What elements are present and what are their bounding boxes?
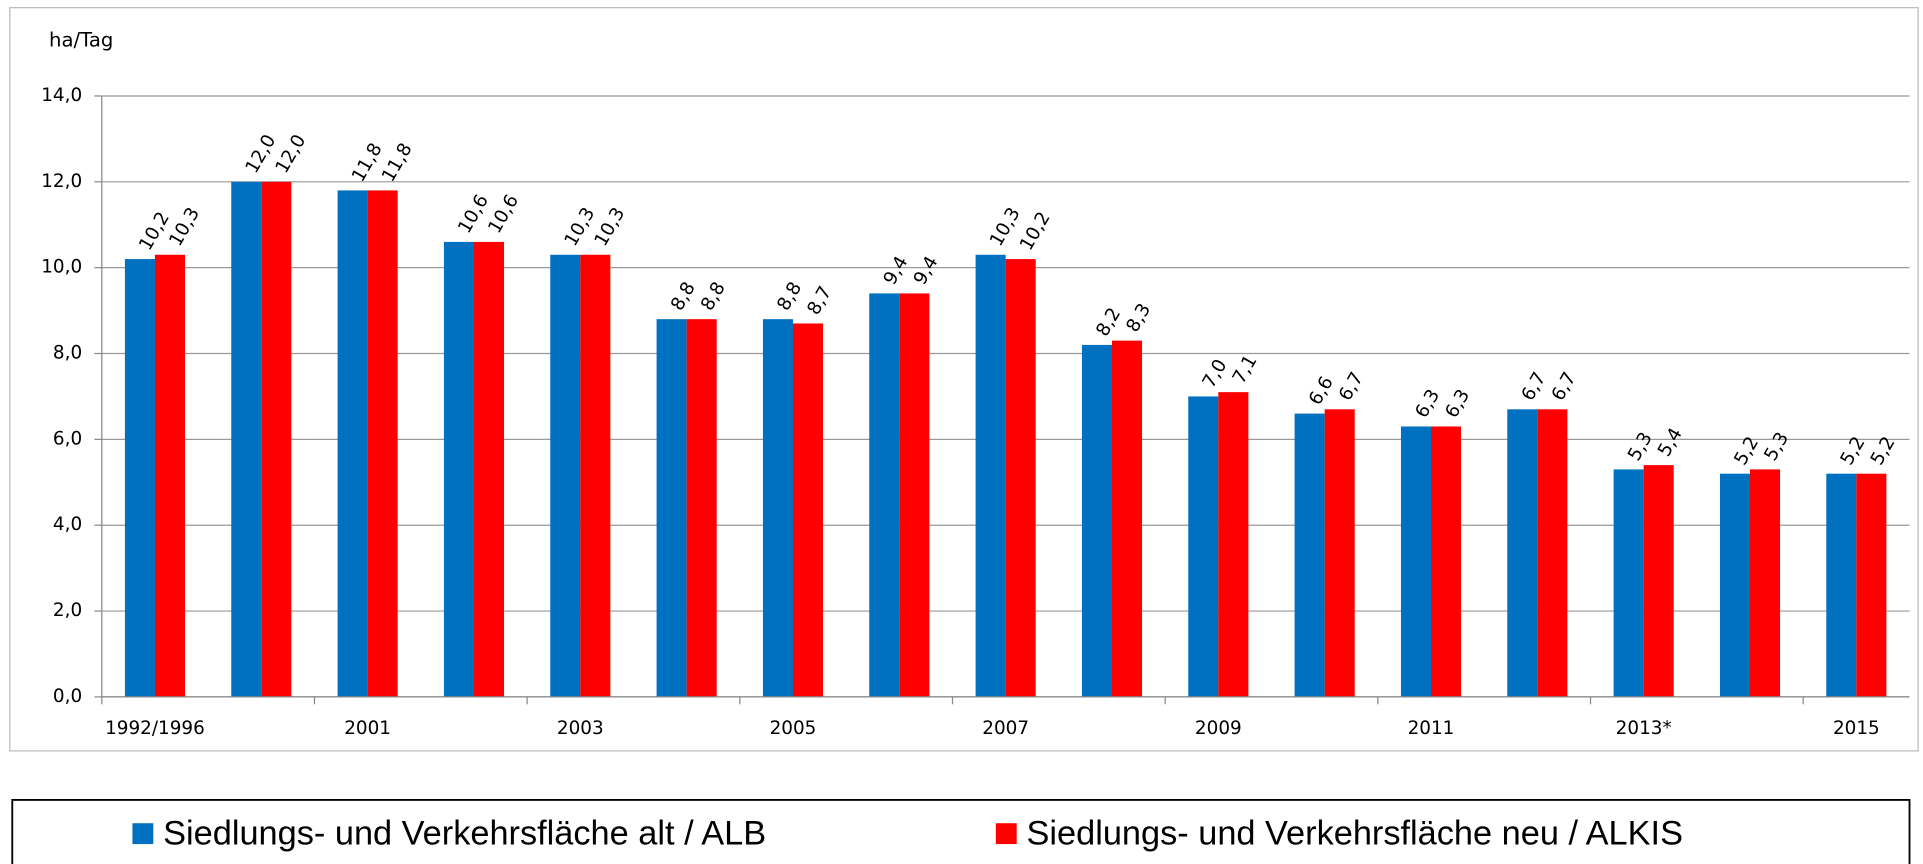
bar (1613, 469, 1644, 697)
bar (1826, 473, 1857, 697)
legend-swatch (995, 823, 1017, 845)
bar (1005, 259, 1036, 697)
data-label: 10,6 (484, 191, 523, 237)
data-label: 8,8 (667, 279, 700, 315)
x-tick-label: 2013* (1616, 718, 1672, 739)
bar (792, 323, 824, 697)
data-label: 8,8 (697, 279, 730, 315)
bar (656, 319, 687, 697)
data-label: 6,6 (1305, 373, 1338, 409)
bar (550, 254, 581, 697)
data-label: 11,8 (348, 140, 387, 186)
bar (975, 254, 1006, 697)
data-label: 10,3 (561, 204, 600, 250)
data-label: 7,0 (1199, 356, 1232, 392)
bar (762, 319, 793, 697)
y-axis-label: ha/Tag (49, 28, 113, 51)
bar (154, 254, 186, 697)
x-tick-label: 2009 (1195, 718, 1242, 739)
y-tick-label: 10,0 (41, 257, 82, 278)
data-label: 7,1 (1229, 352, 1262, 388)
x-tick-label: 1992/1996 (105, 718, 205, 739)
bar (1430, 426, 1462, 697)
y-tick-label: 12,0 (41, 171, 82, 192)
bar (1750, 469, 1781, 697)
data-label: 8,2 (1092, 304, 1125, 340)
bar (686, 319, 717, 697)
y-tick-label: 8,0 (53, 343, 82, 364)
bar (473, 241, 505, 697)
bar (1856, 473, 1887, 697)
bar (367, 190, 398, 697)
bar (1643, 465, 1674, 697)
bar (869, 293, 900, 697)
y-tick-label: 0,0 (53, 686, 82, 707)
bar (1081, 344, 1112, 697)
data-label: 12,0 (242, 131, 281, 177)
data-label: 5,3 (1760, 429, 1793, 465)
data-label: 9,4 (880, 253, 913, 289)
y-tick-label: 14,0 (41, 85, 82, 106)
data-label: 6,7 (1518, 369, 1551, 405)
data-label: 10,3 (165, 204, 204, 250)
data-label: 9,4 (910, 253, 943, 289)
bar (337, 190, 368, 697)
data-label: 10,6 (454, 191, 493, 237)
bar (1719, 473, 1751, 697)
x-tick-label: 2007 (982, 718, 1029, 739)
bar (231, 181, 262, 697)
data-label: 6,3 (1411, 386, 1444, 422)
bar (580, 254, 611, 697)
bar (1400, 426, 1431, 697)
legend-label: Siedlungs- und Verkehrsfläche neu / ALKI… (1026, 815, 1682, 853)
bar (1111, 340, 1143, 697)
bar (261, 181, 292, 697)
data-label: 11,8 (378, 140, 417, 186)
data-label: 8,3 (1122, 300, 1155, 336)
data-label: 10,3 (591, 204, 630, 250)
legend-box (11, 799, 1911, 864)
y-tick-label: 2,0 (53, 600, 82, 621)
data-label: 12,0 (272, 131, 311, 177)
data-label: 8,7 (803, 283, 836, 319)
data-label: 5,4 (1654, 424, 1687, 460)
data-label: 6,7 (1548, 369, 1581, 405)
x-tick-label: 2001 (344, 718, 391, 739)
bar (899, 293, 930, 697)
bar (1507, 409, 1538, 697)
bar (1218, 392, 1249, 697)
x-tick-label: 2003 (557, 718, 604, 739)
data-label: 5,2 (1867, 433, 1900, 469)
bar (1188, 396, 1219, 697)
bar (443, 241, 474, 697)
x-tick-label: 2005 (770, 718, 817, 739)
y-tick-label: 4,0 (53, 514, 82, 535)
data-label: 6,7 (1335, 369, 1368, 405)
data-label: 5,2 (1730, 433, 1763, 469)
bar (1294, 413, 1325, 697)
data-label: 5,3 (1624, 429, 1657, 465)
chart-frame (9, 7, 1919, 752)
data-label: 8,8 (773, 279, 806, 315)
legend-swatch (132, 823, 154, 845)
bar (124, 259, 155, 697)
x-tick-label: 2011 (1408, 718, 1455, 739)
legend-label: Siedlungs- und Verkehrsfläche alt / ALB (163, 815, 766, 853)
data-label: 5,2 (1837, 433, 1870, 469)
bar (1537, 409, 1568, 697)
y-tick-label: 6,0 (53, 428, 82, 449)
data-label: 6,3 (1441, 386, 1474, 422)
data-label: 10,2 (135, 208, 174, 254)
bar (1324, 409, 1355, 697)
x-tick-label: 2015 (1833, 718, 1880, 739)
